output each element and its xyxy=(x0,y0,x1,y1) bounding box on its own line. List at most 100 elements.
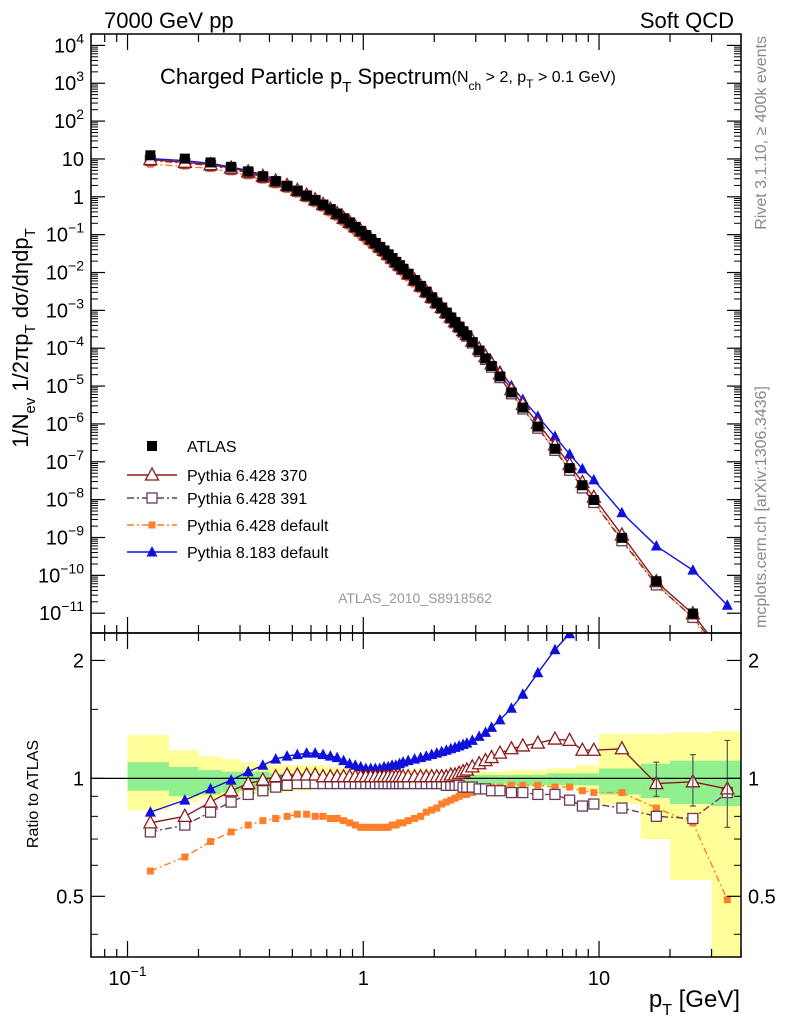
uncertainty-band-inner xyxy=(505,775,547,786)
main-point-p8 xyxy=(576,462,588,474)
ratio-point-p8 xyxy=(270,753,282,764)
ratio-point-p370 xyxy=(255,771,271,786)
ratio-point-pdef xyxy=(388,821,396,829)
ratio-point-p8 xyxy=(564,633,576,639)
ratio-point-p8 xyxy=(577,603,588,614)
ratio-point-p8 xyxy=(144,806,156,817)
ratio-point-p8 xyxy=(257,759,269,770)
ratio-point-pdef xyxy=(590,789,598,797)
ratio-point-p391 xyxy=(494,785,506,797)
legend-marker-atlas xyxy=(147,441,157,451)
main-point-p8 xyxy=(588,473,600,485)
ratio-point-pdef xyxy=(272,814,280,822)
ratio-point-p8 xyxy=(309,747,321,758)
main-y-tick-label: 10−1 xyxy=(46,220,84,247)
ratio-point-p8 xyxy=(301,747,313,758)
main-point-atlas xyxy=(436,302,447,313)
ratio-point-p370 xyxy=(279,766,295,781)
ratio-point-pdef xyxy=(371,823,379,831)
ratio-point-pdef xyxy=(578,787,586,795)
main-point-atlas xyxy=(467,337,478,348)
ratio-point-pdef xyxy=(459,790,467,798)
x-axis-label: pT [GeV] xyxy=(649,986,740,1019)
ratio-point-p8 xyxy=(494,713,506,725)
main-point-atlas xyxy=(616,532,627,543)
main-point-atlas xyxy=(494,371,505,382)
main-point-atlas xyxy=(474,345,485,356)
main-point-atlas xyxy=(532,421,543,432)
ratio-point-p370 xyxy=(547,730,563,745)
legend-label-p370: Pythia 6.428 370 xyxy=(187,468,307,485)
legend-label-atlas: ATLAS xyxy=(187,439,237,456)
ratio-point-p8 xyxy=(281,750,293,761)
ratio-y-axis-label: Ratio to ATLAS xyxy=(25,740,42,848)
main-y-tick-label: 10−11 xyxy=(39,598,84,625)
ratio-plot-frame xyxy=(90,632,742,958)
ratio-point-pdef xyxy=(259,817,267,825)
ratio-point-p391 xyxy=(588,798,600,810)
x-tick-label: 1 xyxy=(358,968,369,990)
ratio-point-p8 xyxy=(505,702,517,713)
main-y-tick-label: 103 xyxy=(54,68,84,95)
ratio-point-p8 xyxy=(687,323,698,334)
ratio-point-p8 xyxy=(242,765,254,777)
main-point-atlas xyxy=(421,286,432,297)
legend-label-p8: Pythia 8.183 default xyxy=(187,545,329,562)
ratio-point-p8 xyxy=(466,734,478,745)
main-point-p8 xyxy=(687,564,699,575)
main-point-atlas xyxy=(325,204,336,215)
main-point-atlas xyxy=(398,263,409,274)
main-point-p8 xyxy=(564,448,576,459)
ratio-point-p391 xyxy=(225,796,237,808)
uncertainty-band-inner xyxy=(127,762,170,791)
axis-tick-labels: 10410310210110−110−210−310−410−510−610−7… xyxy=(38,30,776,990)
main-point-atlas xyxy=(332,208,343,219)
main-point-atlas xyxy=(722,653,732,663)
ratio-point-p370 xyxy=(223,782,239,797)
legend-marker-p391 xyxy=(146,492,158,504)
main-series-layer xyxy=(142,150,734,664)
ratio-point-pdef xyxy=(380,823,388,831)
main-y-tick-label: 102 xyxy=(54,106,84,133)
ratio-point-p8 xyxy=(549,643,561,655)
ratio-point-pdef xyxy=(438,800,446,808)
legend-marker-pdef xyxy=(148,521,156,529)
ratio-point-p370 xyxy=(202,793,219,808)
ratio-uncertainty-bands xyxy=(91,731,741,957)
ratio-point-pdef xyxy=(723,896,731,904)
ratio-point-p8 xyxy=(532,666,544,678)
ratio-point-pdef xyxy=(442,798,450,806)
chart-title: Charged Particle pT Spectrum(Nch > 2, pT… xyxy=(160,64,616,96)
main-y-tick-label: 10−8 xyxy=(46,485,84,512)
ratio-point-p8 xyxy=(461,737,473,748)
ratio-point-pdef xyxy=(417,812,425,820)
main-line-p370 xyxy=(150,158,709,633)
main-y-tick-label: 10−3 xyxy=(46,295,84,322)
ratio-point-p370 xyxy=(142,814,158,829)
ratio-point-pdef xyxy=(451,794,459,802)
side-mcplots-ref: mcplots.cern.ch [arXiv:1306.3436] xyxy=(753,386,770,628)
ratio-point-pdef xyxy=(428,806,436,814)
main-point-p370 xyxy=(721,652,734,664)
ratio-point-pdef xyxy=(392,821,400,829)
legend-marker-p370 xyxy=(144,466,160,481)
ratio-y-tick-label-right: 1 xyxy=(748,768,759,790)
main-y-tick-label: 10−6 xyxy=(46,409,84,436)
main-point-atlas xyxy=(577,480,588,491)
ratio-y-tick-label-left: 0.5 xyxy=(56,886,84,908)
main-point-atlas xyxy=(355,225,366,236)
ratio-point-pdef xyxy=(433,804,441,812)
ratio-point-p370 xyxy=(268,768,284,783)
main-point-atlas xyxy=(205,157,216,168)
ratio-point-p391 xyxy=(517,786,529,799)
main-point-atlas xyxy=(179,153,190,164)
main-y-tick-label: 10−2 xyxy=(46,258,84,285)
ratio-point-pdef xyxy=(384,823,392,831)
ratio-point-p8 xyxy=(338,754,350,766)
legend-label-p391: Pythia 6.428 391 xyxy=(187,491,307,508)
main-y-tick-label: 1 xyxy=(73,187,84,209)
ratio-point-pdef xyxy=(346,819,354,827)
main-point-atlas xyxy=(517,402,528,413)
main-y-tick-label: 10−4 xyxy=(46,333,84,360)
ratio-point-p370 xyxy=(614,740,630,755)
